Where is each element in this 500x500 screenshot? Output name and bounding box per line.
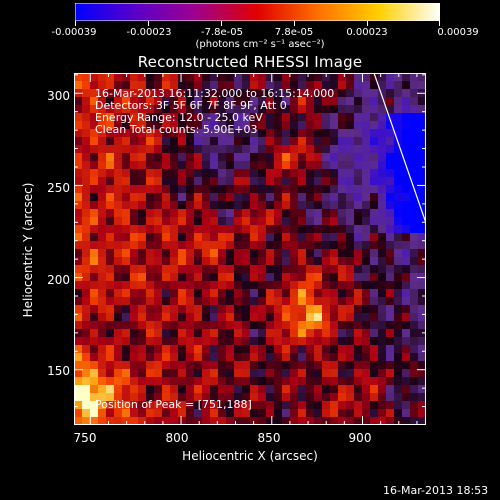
colorbar-ticks [0, 21, 500, 41]
colorbar-tick-label: 0.00023 [346, 27, 388, 38]
peak-position-text: Position of Peak = [751,188] [95, 398, 252, 411]
x-axis-label: Heliocentric X (arcsec) [182, 449, 318, 463]
x-tick-label: 850 [257, 431, 281, 445]
colorbar-tick-label: -0.00023 [126, 27, 172, 38]
plot-title: Reconstructed RHESSI Image [137, 53, 363, 71]
y-axis-label: Heliocentric Y (arcsec) [21, 182, 35, 318]
y-tick-label: 300 [47, 89, 70, 103]
x-tick-label: 900 [348, 431, 372, 445]
colorbar [75, 3, 440, 21]
y-tick-label: 200 [47, 273, 70, 287]
colorbar-unit-label: (photons cm⁻² s⁻¹ asec⁻²) [195, 39, 325, 50]
x-tick-label: 800 [165, 431, 189, 445]
clean-counts-text: Clean Total counts: 5.90E+03 [95, 123, 258, 136]
timestamp: 16-Mar-2013 18:53 [383, 484, 489, 497]
x-tick-label: 750 [73, 431, 97, 445]
colorbar-tick-label: -0.00039 [51, 27, 97, 38]
colorbar-tick-label: -7.8e-05 [201, 27, 243, 38]
y-tick-label: 150 [47, 364, 70, 378]
colorbar-tick-label: 7.8e-05 [274, 27, 314, 38]
y-tick-label: 250 [47, 181, 70, 195]
colorbar-tick-label: 0.00039 [437, 27, 479, 38]
energy-range-text: Energy Range: 12.0 - 25.0 keV [95, 111, 263, 124]
time-range-text: 16-Mar-2013 16:11:32.000 to 16:15:14.000 [95, 87, 335, 100]
detectors-text: Detectors: 3F 5F 6F 7F 8F 9F, Att 0 [95, 99, 287, 112]
solar-limb-line [373, 73, 426, 224]
heatmap-plot [74, 73, 426, 425]
